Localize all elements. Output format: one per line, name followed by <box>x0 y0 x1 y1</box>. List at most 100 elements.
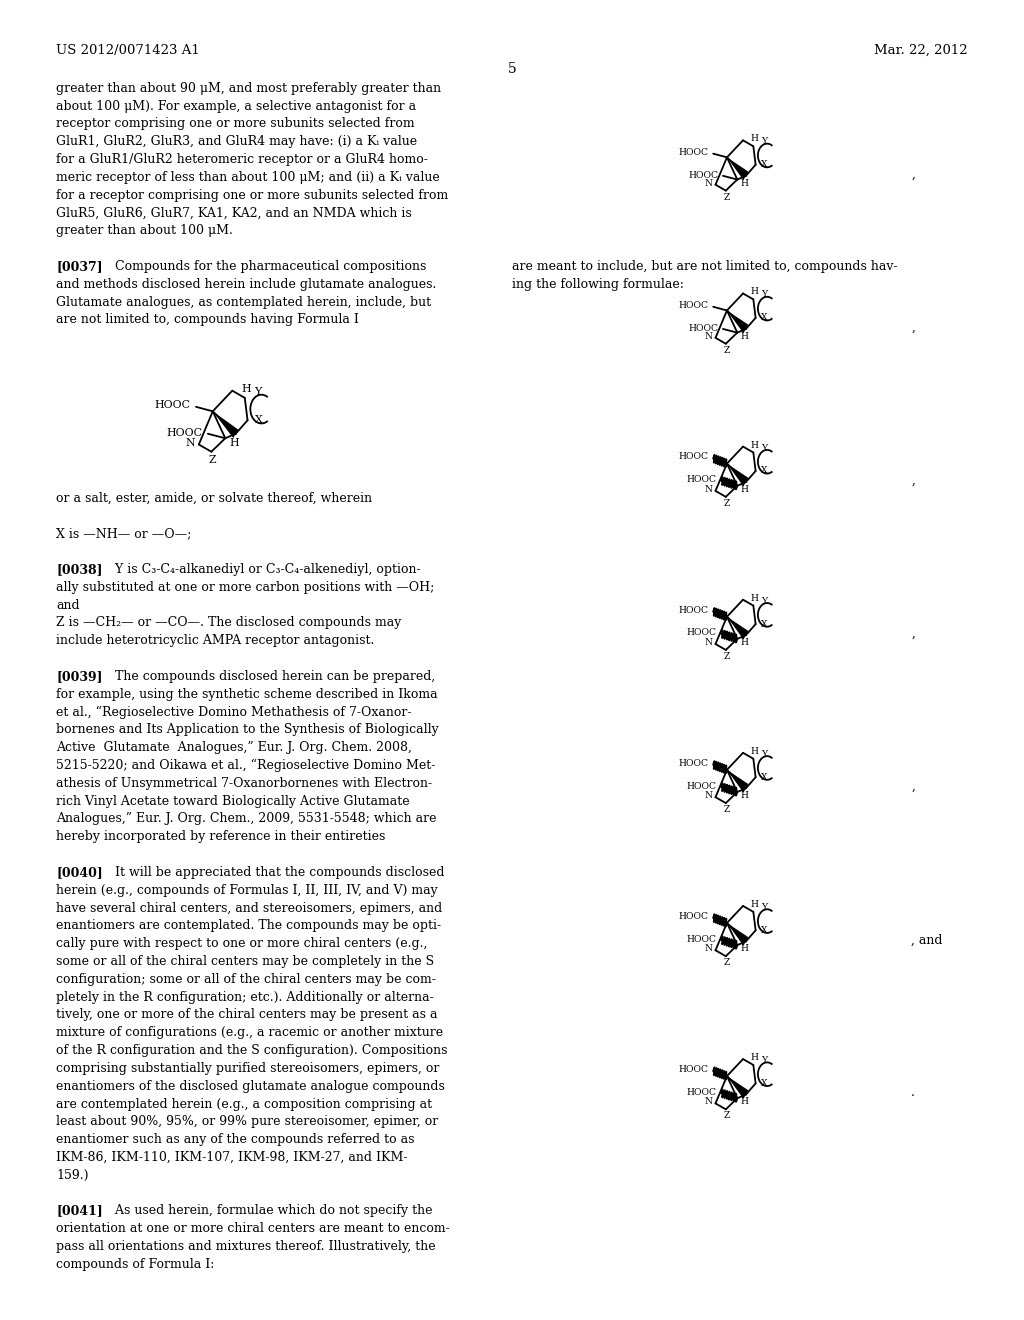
Text: receptor comprising one or more subunits selected from: receptor comprising one or more subunits… <box>56 117 415 131</box>
Text: of the R configuration and the S configuration). Compositions: of the R configuration and the S configu… <box>56 1044 447 1057</box>
Text: 5: 5 <box>508 62 516 77</box>
Polygon shape <box>213 412 239 438</box>
Polygon shape <box>727 1076 749 1098</box>
Text: HOOC: HOOC <box>687 1088 717 1097</box>
Text: least about 90%, 95%, or 99% pure stereoisomer, epimer, or: least about 90%, 95%, or 99% pure stereo… <box>56 1115 438 1129</box>
Text: orientation at one or more chiral centers are meant to encom-: orientation at one or more chiral center… <box>56 1222 451 1236</box>
Text: 159.): 159.) <box>56 1168 89 1181</box>
Text: ,: , <box>911 474 915 487</box>
Polygon shape <box>727 770 749 792</box>
Text: Mar. 22, 2012: Mar. 22, 2012 <box>874 44 968 57</box>
Text: athesis of Unsymmetrical 7-Oxanorbornenes with Electron-: athesis of Unsymmetrical 7-Oxanorbornene… <box>56 776 432 789</box>
Text: H: H <box>751 135 759 144</box>
Text: Y is C₃-C₄-alkanediyl or C₃-C₄-alkenediyl, option-: Y is C₃-C₄-alkanediyl or C₃-C₄-alkenediy… <box>102 562 421 576</box>
Text: ally substituted at one or more carbon positions with —OH;: ally substituted at one or more carbon p… <box>56 581 435 594</box>
Text: Y: Y <box>761 597 767 606</box>
Text: bornenes and Its Application to the Synthesis of Biologically: bornenes and Its Application to the Synt… <box>56 723 439 737</box>
Text: include heterotricyclic AMPA receptor antagonist.: include heterotricyclic AMPA receptor an… <box>56 634 375 647</box>
Text: X: X <box>762 466 768 475</box>
Text: , and: , and <box>911 933 943 946</box>
Text: N: N <box>705 1097 712 1106</box>
Text: and methods disclosed herein include glutamate analogues.: and methods disclosed herein include glu… <box>56 277 436 290</box>
Text: [0037]: [0037] <box>56 260 103 273</box>
Text: Z: Z <box>724 805 730 814</box>
Text: HOOC: HOOC <box>688 323 719 333</box>
Text: Y: Y <box>254 388 261 397</box>
Text: for a receptor comprising one or more subunits selected from: for a receptor comprising one or more su… <box>56 189 449 202</box>
Text: H: H <box>740 638 749 647</box>
Text: configuration; some or all of the chiral centers may be com-: configuration; some or all of the chiral… <box>56 973 436 986</box>
Text: mixture of configurations (e.g., a racemic or another mixture: mixture of configurations (e.g., a racem… <box>56 1026 443 1039</box>
Text: HOOC: HOOC <box>679 301 709 310</box>
Text: Analogues,” Eur. J. Org. Chem., 2009, 5531-5548; which are: Analogues,” Eur. J. Org. Chem., 2009, 55… <box>56 812 437 825</box>
Text: greater than about 100 μM.: greater than about 100 μM. <box>56 224 233 238</box>
Text: [0041]: [0041] <box>56 1204 103 1217</box>
Text: Z: Z <box>724 1111 730 1121</box>
Text: enantiomers of the disclosed glutamate analogue compounds: enantiomers of the disclosed glutamate a… <box>56 1080 445 1093</box>
Text: herein (e.g., compounds of Formulas I, II, III, IV, and V) may: herein (e.g., compounds of Formulas I, I… <box>56 883 438 896</box>
Text: Y: Y <box>761 903 767 912</box>
Text: compounds of Formula I:: compounds of Formula I: <box>56 1258 215 1271</box>
Text: H: H <box>242 384 251 393</box>
Text: and: and <box>56 598 80 611</box>
Text: tively, one or more of the chiral centers may be present as a: tively, one or more of the chiral center… <box>56 1008 438 1022</box>
Polygon shape <box>727 923 749 945</box>
Text: Y: Y <box>761 444 767 453</box>
Text: X: X <box>762 313 768 322</box>
Text: H: H <box>740 791 749 800</box>
Text: [0038]: [0038] <box>56 562 102 576</box>
Text: rich Vinyl Acetate toward Biologically Active Glutamate: rich Vinyl Acetate toward Biologically A… <box>56 795 410 808</box>
Text: ,: , <box>911 168 915 181</box>
Text: comprising substantially purified stereoisomers, epimers, or: comprising substantially purified stereo… <box>56 1061 439 1074</box>
Text: X is —NH— or —O—;: X is —NH— or —O—; <box>56 527 191 540</box>
Text: N: N <box>705 791 712 800</box>
Text: HOOC: HOOC <box>687 935 717 944</box>
Text: Z: Z <box>209 455 216 465</box>
Text: .: . <box>911 1086 915 1100</box>
Text: HOOC: HOOC <box>687 781 717 791</box>
Text: X: X <box>762 925 768 935</box>
Text: H: H <box>751 441 759 450</box>
Text: et al., “Regioselective Domino Methathesis of 7-Oxanor-: et al., “Regioselective Domino Methathes… <box>56 705 412 719</box>
Text: Z: Z <box>724 958 730 968</box>
Text: It will be appreciated that the compounds disclosed: It will be appreciated that the compound… <box>103 866 444 879</box>
Text: HOOC: HOOC <box>679 148 709 157</box>
Text: HOOC: HOOC <box>679 912 709 921</box>
Text: for a GluR1/GluR2 heteromeric receptor or a GluR4 homo-: for a GluR1/GluR2 heteromeric receptor o… <box>56 153 428 166</box>
Text: GluR5, GluR6, GluR7, KA1, KA2, and an NMDA which is: GluR5, GluR6, GluR7, KA1, KA2, and an NM… <box>56 206 412 219</box>
Text: HOOC: HOOC <box>166 428 203 438</box>
Text: [0040]: [0040] <box>56 866 103 879</box>
Text: N: N <box>705 484 712 494</box>
Polygon shape <box>727 310 749 333</box>
Text: H: H <box>740 331 749 341</box>
Text: H: H <box>751 1053 759 1063</box>
Text: greater than about 90 μM, and most preferably greater than: greater than about 90 μM, and most prefe… <box>56 82 441 95</box>
Text: N: N <box>705 638 712 647</box>
Text: HOOC: HOOC <box>679 759 709 768</box>
Text: H: H <box>229 438 240 447</box>
Text: have several chiral centers, and stereoisomers, epimers, and: have several chiral centers, and stereoi… <box>56 902 442 915</box>
Text: H: H <box>751 288 759 297</box>
Text: Y: Y <box>761 137 767 147</box>
Text: about 100 μM). For example, a selective antagonist for a: about 100 μM). For example, a selective … <box>56 100 417 112</box>
Text: X: X <box>255 416 262 425</box>
Text: H: H <box>751 900 759 909</box>
Text: ,: , <box>911 321 915 334</box>
Text: Z: Z <box>724 652 730 661</box>
Text: H: H <box>751 747 759 756</box>
Text: X: X <box>762 772 768 781</box>
Text: X: X <box>762 1078 768 1088</box>
Text: Z: Z <box>724 193 730 202</box>
Text: Y: Y <box>761 750 767 759</box>
Text: enantiomer such as any of the compounds referred to as: enantiomer such as any of the compounds … <box>56 1133 415 1146</box>
Text: are contemplated herein (e.g., a composition comprising at: are contemplated herein (e.g., a composi… <box>56 1097 432 1110</box>
Text: cally pure with respect to one or more chiral centers (e.g.,: cally pure with respect to one or more c… <box>56 937 428 950</box>
Text: ,: , <box>911 780 915 793</box>
Text: HOOC: HOOC <box>679 606 709 615</box>
Text: meric receptor of less than about 100 μM; and (ii) a Kᵢ value: meric receptor of less than about 100 μM… <box>56 170 440 183</box>
Polygon shape <box>727 463 749 486</box>
Text: N: N <box>705 331 712 341</box>
Text: H: H <box>740 944 749 953</box>
Text: hereby incorporated by reference in their entireties: hereby incorporated by reference in thei… <box>56 830 386 843</box>
Text: N: N <box>705 944 712 953</box>
